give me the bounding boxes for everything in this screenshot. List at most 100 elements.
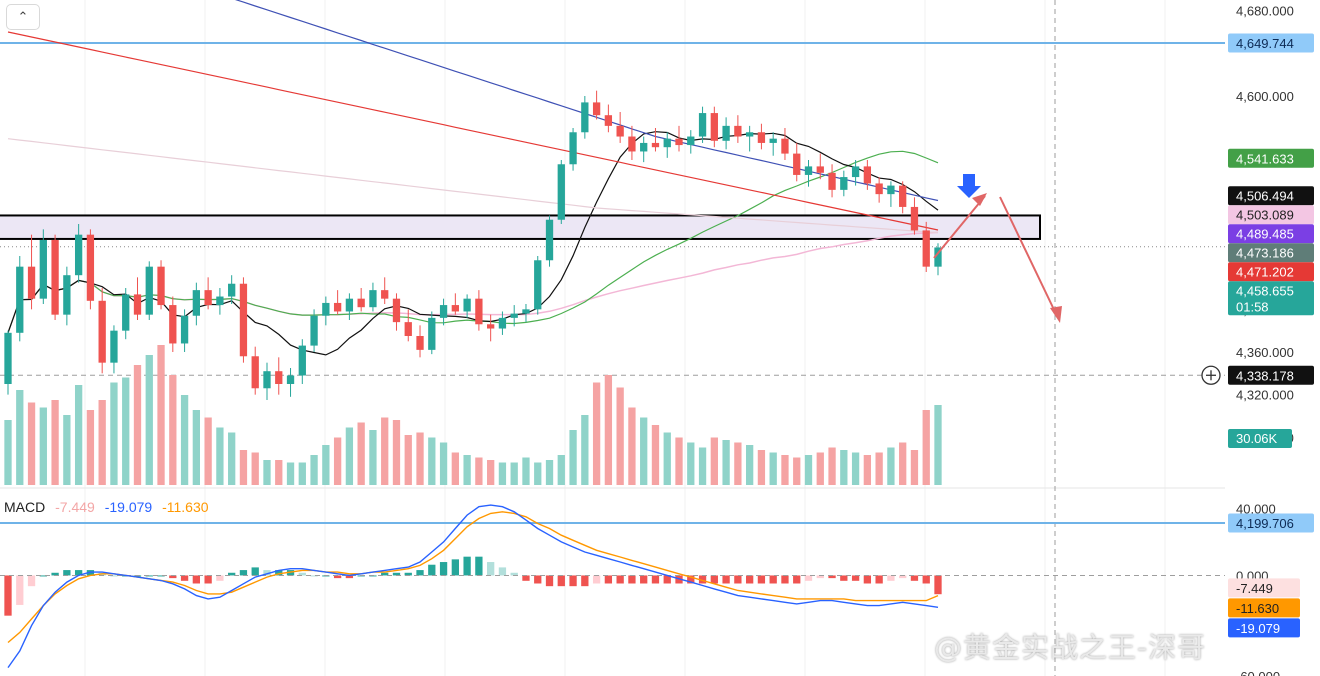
candle-body	[86, 234, 95, 301]
volume-bar	[475, 457, 483, 485]
macd-histogram-bar	[757, 575, 766, 584]
plus-circle-icon	[1201, 365, 1221, 385]
price-label-text: 4,649.744	[1236, 36, 1294, 51]
price-label-bg	[1228, 33, 1314, 53]
macd-histogram-bar	[404, 572, 412, 576]
candle-body	[863, 166, 872, 184]
candle-body	[169, 305, 177, 344]
volume-bar	[745, 445, 754, 485]
volume-bar	[875, 452, 883, 485]
volume-bar	[651, 425, 660, 485]
macd-histogram-bar	[451, 559, 459, 576]
candle-body	[322, 302, 330, 316]
macd-histogram-bar	[651, 575, 660, 584]
volume-bar	[298, 462, 306, 485]
candle-body	[698, 113, 707, 137]
price-label-text: 4,473.186	[1236, 246, 1294, 261]
candle	[899, 181, 907, 214]
volume-bar	[86, 410, 95, 485]
volume-bar	[616, 387, 624, 485]
candle	[251, 346, 259, 395]
macd-histogram-bar	[604, 575, 613, 584]
macd-histogram-bar	[228, 572, 236, 576]
macd-value-label: -7.449	[1228, 578, 1300, 598]
candle	[216, 288, 224, 315]
candle	[698, 106, 707, 143]
volume-bar	[545, 460, 554, 485]
volume-bar	[675, 437, 683, 485]
volume-bar	[899, 442, 907, 485]
candle-body	[687, 136, 695, 146]
candle-body	[133, 294, 142, 315]
candle-body	[122, 294, 130, 331]
candle-body	[310, 315, 318, 346]
candle-body	[722, 125, 730, 141]
candle	[122, 288, 130, 340]
candle-body	[557, 164, 565, 220]
volume-bar	[887, 447, 895, 485]
candle	[310, 309, 318, 352]
volume-bar	[133, 365, 142, 485]
macd-histogram-bar	[887, 575, 895, 581]
volume-bar	[333, 437, 342, 485]
candle	[581, 96, 589, 139]
macd-histogram-bar	[263, 570, 271, 576]
candle-body	[781, 138, 789, 154]
price-label: 4,506.494	[1228, 186, 1314, 206]
candle-body	[510, 313, 518, 318]
candle-body	[357, 298, 365, 308]
volume-bar	[722, 440, 730, 485]
candle-body	[333, 302, 342, 312]
chevron-up-icon: ⌃	[17, 9, 29, 24]
macd-histogram-bar	[110, 575, 118, 577]
price-label-bg	[1228, 205, 1314, 225]
macd-histogram-bar	[710, 575, 718, 584]
macd-histogram-bar	[275, 570, 283, 576]
collapse-button[interactable]: ⌃	[6, 4, 40, 30]
volume-bar	[345, 427, 354, 485]
candle-body	[710, 113, 718, 141]
volume-bar	[51, 400, 59, 485]
volume-bar	[757, 450, 766, 485]
candle	[439, 298, 448, 326]
volume-bar	[687, 442, 695, 485]
candle-body	[286, 375, 295, 384]
price-label: 4,503.089	[1228, 205, 1314, 225]
volume-bar	[357, 422, 365, 485]
volume-label: 30.06K	[1228, 429, 1292, 448]
macd-histogram-bar	[39, 575, 47, 577]
candle-body	[569, 132, 577, 165]
volume-bar	[192, 410, 201, 485]
price-label-text: 4,489.485	[1236, 227, 1294, 242]
macd-line	[7, 504, 939, 669]
volume-bar	[498, 462, 507, 485]
candle-body	[734, 125, 742, 137]
price-label-text: 4,503.089	[1236, 208, 1294, 223]
macd-histogram-bar	[463, 556, 471, 576]
candle-body	[616, 125, 624, 137]
candle-body	[298, 345, 306, 376]
candle-body	[192, 290, 201, 316]
volume-bar	[463, 455, 471, 485]
macd-histogram-bar	[392, 572, 401, 576]
down-marker-icon	[957, 174, 981, 198]
candle	[851, 160, 860, 186]
candle	[298, 339, 306, 384]
volume-bar	[781, 455, 789, 485]
candle	[863, 160, 872, 190]
down-arrow-head	[1050, 306, 1062, 323]
macd-hist-value: -7.449	[55, 499, 95, 515]
candle	[157, 260, 165, 310]
price-label: 4,541.633	[1228, 148, 1314, 168]
volume-bar	[710, 437, 718, 485]
macd-histogram-bar	[487, 562, 495, 576]
volume-bar	[428, 437, 436, 485]
candle	[39, 229, 47, 304]
candle	[828, 164, 836, 198]
volume-bar	[145, 355, 153, 485]
candle-body	[451, 305, 459, 312]
candle	[804, 160, 813, 187]
candle	[522, 304, 530, 323]
